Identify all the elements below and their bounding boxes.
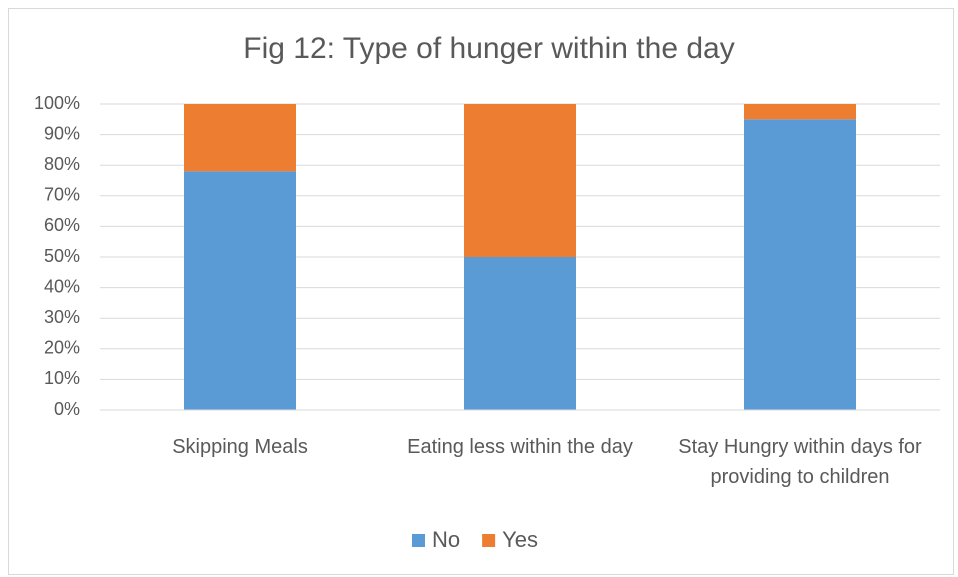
x-tick-label: Stay Hungry within days for providing to … <box>678 436 922 488</box>
legend-label: Yes <box>502 527 538 552</box>
bar-segment <box>184 104 296 172</box>
bar-segment <box>464 257 576 410</box>
chart-title: Fig 12: Type of hunger within the day <box>243 32 734 65</box>
y-tick-label: 50% <box>44 246 80 266</box>
y-tick-label: 100% <box>34 93 80 113</box>
bar-segment <box>464 104 576 257</box>
bar-segment <box>744 119 856 411</box>
legend-swatch <box>482 534 496 547</box>
legend-swatch <box>412 534 425 547</box>
x-tick-label: Eating less within the day <box>407 436 633 458</box>
bar-segment <box>184 171 296 410</box>
y-tick-label: 0% <box>54 399 80 419</box>
y-tick-label: 20% <box>44 338 80 358</box>
y-tick-label: 70% <box>44 185 80 205</box>
y-tick-label: 40% <box>44 276 80 296</box>
x-tick-label: Skipping Meals <box>172 436 308 458</box>
y-tick-label: 90% <box>44 123 80 143</box>
legend-label: No <box>432 527 460 552</box>
y-tick-label: 30% <box>44 307 80 327</box>
y-tick-label: 10% <box>44 368 80 388</box>
y-tick-label: 60% <box>44 215 80 235</box>
bar-segment <box>744 104 856 120</box>
y-tick-label: 80% <box>44 154 80 174</box>
